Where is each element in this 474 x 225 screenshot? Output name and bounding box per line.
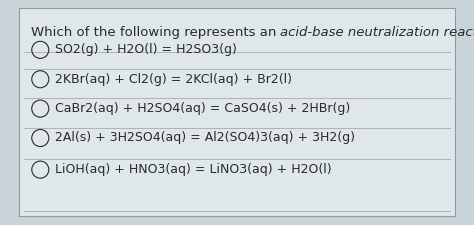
Text: 2Al(s) + 3H2SO4(aq) = Al2(SO4)3(aq) + 3H2(g): 2Al(s) + 3H2SO4(aq) = Al2(SO4)3(aq) + 3H… <box>55 131 355 144</box>
Text: CaBr2(aq) + H2SO4(aq) = CaSO4(s) + 2HBr(g): CaBr2(aq) + H2SO4(aq) = CaSO4(s) + 2HBr(… <box>55 101 350 115</box>
Text: acid-base neutralization reaction?: acid-base neutralization reaction? <box>281 26 474 39</box>
Text: LiOH(aq) + HNO3(aq) = LiNO3(aq) + H2O(l): LiOH(aq) + HNO3(aq) = LiNO3(aq) + H2O(l) <box>55 162 331 175</box>
Text: 2KBr(aq) + Cl2(g) = 2KCl(aq) + Br2(l): 2KBr(aq) + Cl2(g) = 2KCl(aq) + Br2(l) <box>55 72 292 85</box>
Text: SO2(g) + H2O(l) = H2SO3(g): SO2(g) + H2O(l) = H2SO3(g) <box>55 43 237 56</box>
Text: Which of the following represents an: Which of the following represents an <box>31 26 281 39</box>
FancyBboxPatch shape <box>19 9 455 216</box>
